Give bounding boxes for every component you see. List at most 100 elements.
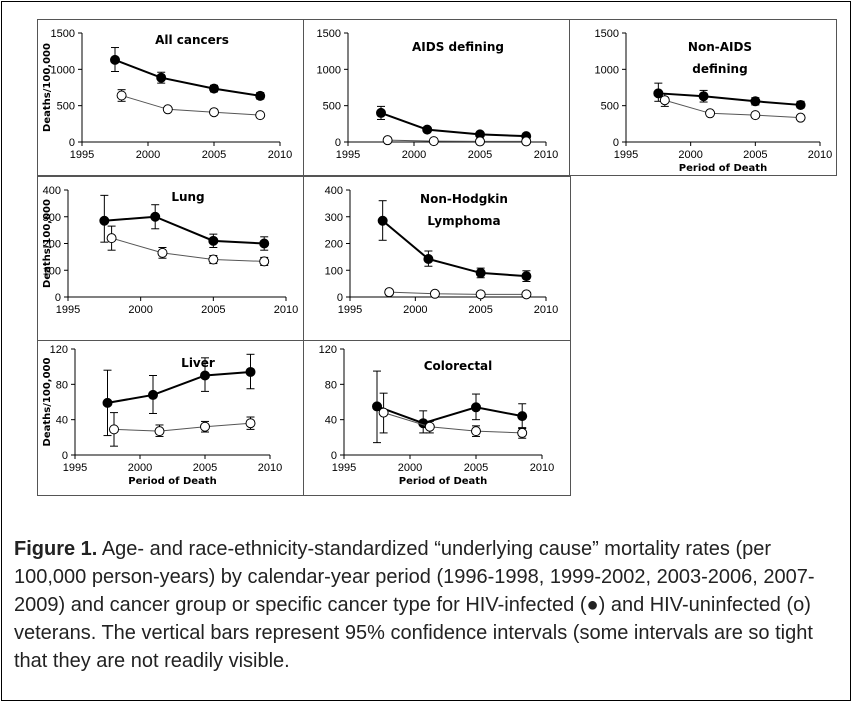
y-tick-label: 500 <box>323 101 341 113</box>
chart-panel-4: 0 100 200 300 400 1995 2000 2005 2010 Lung Deaths/… <box>37 176 305 341</box>
series-line-hiv-uninfected <box>383 412 523 434</box>
panel-title-line2: defining <box>692 62 747 76</box>
data-point-filled <box>377 215 388 226</box>
chart-svg: 0 500 1000 1500 1995 2000 2005 2010 AIDS definin… <box>317 28 559 161</box>
chart-svg: 0 500 1000 1500 1995 2000 2005 2010 All cancers D… <box>42 28 292 161</box>
y-tick-label: 1000 <box>317 64 341 76</box>
data-point-open <box>517 427 528 438</box>
x-tick-label: 1995 <box>70 149 94 161</box>
x-tick-label: 1995 <box>56 304 80 316</box>
data-point-filled <box>209 83 219 94</box>
x-tick-label: 2010 <box>258 462 282 474</box>
data-point-open <box>750 110 761 121</box>
series-line-hiv-uninfected <box>121 95 261 116</box>
data-point-open <box>521 289 532 300</box>
y-tick-label: 0 <box>69 137 75 149</box>
chart-svg: 0 100 200 300 400 1995 2000 2005 2010 Non-Hodgkin… <box>325 185 559 316</box>
panel-title: AIDS defining <box>412 40 504 54</box>
data-point-open <box>208 254 219 265</box>
y-tick-label: 500 <box>57 101 75 113</box>
panel-title: Liver <box>181 356 215 370</box>
series-line-hiv-infected <box>382 219 527 278</box>
data-point-filled <box>521 271 532 282</box>
data-point-filled <box>148 389 158 400</box>
x-tick-label: 1995 <box>63 462 87 474</box>
data-point-filled <box>245 366 256 377</box>
x-tick-label: 2000 <box>402 149 426 161</box>
series-line-hiv-infected <box>104 215 265 245</box>
x-tick-label: 2010 <box>534 304 558 316</box>
series-line-hiv-infected <box>376 405 523 425</box>
y-tick-label: 500 <box>601 101 619 113</box>
y-tick-label: 400 <box>325 185 343 197</box>
y-tick-label: 200 <box>43 239 61 251</box>
data-point-open <box>255 110 266 121</box>
y-tick-label: 0 <box>55 292 61 304</box>
series-line-hiv-infected <box>380 111 527 138</box>
data-point-filled <box>423 254 434 265</box>
x-tick-label: 1995 <box>332 462 356 474</box>
y-tick-label: 120 <box>319 344 337 356</box>
data-point-open <box>157 247 168 258</box>
x-tick-label: 2010 <box>530 462 554 474</box>
series-line-hiv-infected <box>107 370 251 404</box>
data-point-open <box>475 289 486 300</box>
data-point-open <box>162 104 173 115</box>
x-tick-label: 2005 <box>464 462 488 474</box>
figure-caption: Figure 1. Age- and race-ethnicity-standa… <box>14 535 844 675</box>
data-point-filled <box>698 91 709 102</box>
y-tick-label: 0 <box>337 292 343 304</box>
data-point-open <box>429 288 440 299</box>
x-tick-label: 2005 <box>468 304 492 316</box>
x-tick-label: 1995 <box>338 304 362 316</box>
series-line-hiv-uninfected <box>387 139 527 142</box>
x-axis-label: Period of Death <box>399 476 487 487</box>
data-point-filled <box>99 215 110 226</box>
panel-title: Colorectal <box>424 359 493 373</box>
x-tick-label: 2000 <box>128 462 152 474</box>
y-tick-label: 1000 <box>595 64 619 76</box>
y-tick-label: 40 <box>56 415 68 427</box>
data-point-filled <box>471 402 481 413</box>
data-point-open <box>200 421 210 432</box>
y-tick-label: 0 <box>613 137 619 149</box>
chart-panel-5: 0 100 200 300 400 1995 2000 2005 2010 Non-Hodgkin… <box>303 176 571 341</box>
data-point-open <box>795 112 806 123</box>
x-tick-label: 2010 <box>274 304 298 316</box>
x-tick-label: 2000 <box>136 149 160 161</box>
y-tick-label: 300 <box>325 212 343 224</box>
panel-title: Lung <box>171 190 204 204</box>
y-tick-label: 200 <box>325 239 343 251</box>
data-point-open <box>471 426 481 437</box>
data-point-filled <box>475 267 486 278</box>
panel-title: All cancers <box>155 33 229 47</box>
x-tick-label: 2010 <box>268 149 292 161</box>
data-point-open <box>428 136 439 147</box>
y-axis-label: Deaths/100,000 <box>42 358 53 447</box>
data-point-filled <box>200 370 210 381</box>
data-point-open <box>259 256 270 267</box>
x-tick-label: 2000 <box>128 304 152 316</box>
x-tick-label: 2005 <box>201 304 225 316</box>
data-point-filled <box>102 397 113 408</box>
x-tick-label: 1995 <box>614 149 638 161</box>
series-line-hiv-uninfected <box>664 99 801 119</box>
data-point-filled <box>750 96 761 107</box>
panel-title: Non-Hodgkin <box>420 192 508 206</box>
data-point-filled <box>255 90 266 101</box>
data-point-filled <box>517 411 528 422</box>
x-tick-label: 2000 <box>403 304 427 316</box>
chart-svg: 0 500 1000 1500 1995 2000 2005 2010 Non-AIDS defi… <box>595 28 833 174</box>
data-point-filled <box>372 401 382 412</box>
data-point-filled <box>795 99 806 110</box>
y-tick-label: 100 <box>43 265 61 277</box>
y-tick-label: 1500 <box>317 28 341 40</box>
y-axis-label: Deaths/100,000 <box>42 199 53 288</box>
x-tick-label: 2005 <box>743 149 767 161</box>
data-point-open <box>116 90 127 101</box>
y-tick-label: 400 <box>43 185 61 197</box>
x-tick-label: 2005 <box>468 149 492 161</box>
data-point-open <box>106 233 117 244</box>
y-tick-label: 0 <box>331 450 337 462</box>
